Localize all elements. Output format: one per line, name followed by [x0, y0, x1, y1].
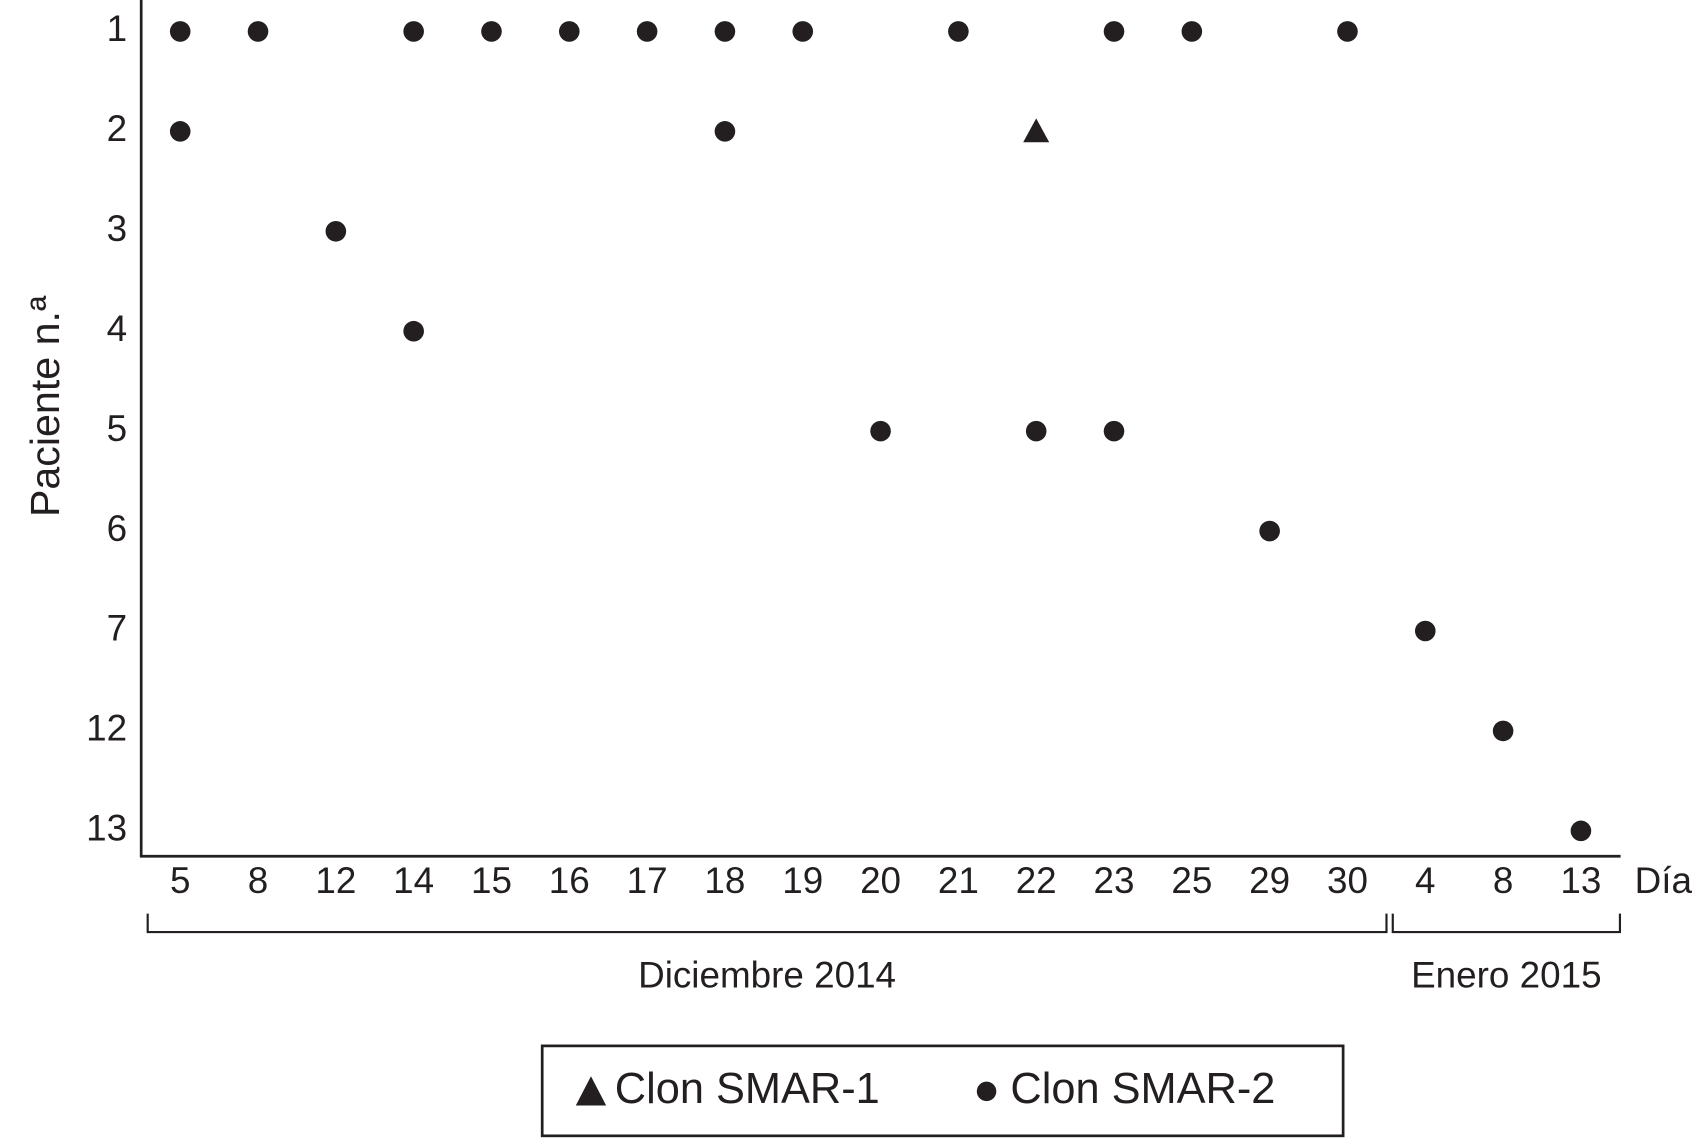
x-tick-label: 15: [471, 860, 512, 901]
month-label: Enero 2015: [1411, 954, 1601, 995]
y-axis-label: Paciente n.ª: [22, 295, 68, 517]
marker-circle: [1103, 420, 1125, 442]
marker-circle: [1025, 420, 1047, 442]
x-tick-label: 25: [1171, 860, 1212, 901]
marker-circle: [792, 21, 814, 42]
marker-circle: [714, 121, 736, 142]
y-tick-label: 4: [107, 308, 127, 349]
marker-circle: [1181, 21, 1203, 42]
x-tick-label: 12: [315, 860, 356, 901]
x-tick-label: 4: [1415, 860, 1435, 901]
legend-label: Clon SMAR-2: [1010, 1065, 1275, 1113]
marker-circle: [636, 21, 658, 42]
x-axis-label: Día: [1635, 860, 1693, 901]
x-tick-label: 5: [170, 860, 190, 901]
legend-marker: [575, 1076, 607, 1106]
x-tick-label: 14: [393, 860, 434, 901]
marker-circle: [714, 21, 736, 42]
marker-circle: [403, 320, 424, 342]
x-tick-label: 16: [549, 860, 590, 901]
marker-circle: [169, 21, 191, 42]
month-bracket: [1391, 913, 1622, 934]
marker-circle: [1492, 720, 1514, 742]
x-tick-label: 8: [1493, 860, 1513, 901]
x-tick-label: 18: [704, 860, 745, 901]
x-tick-label: 17: [627, 860, 668, 901]
marker-circle: [1103, 21, 1125, 42]
legend-marker: [976, 1081, 997, 1102]
x-tick-label: 13: [1560, 860, 1601, 901]
y-tick-label: 3: [107, 208, 127, 249]
marker-circle: [870, 420, 891, 442]
y-tick-label: 2: [107, 108, 127, 149]
x-tick-label: 29: [1249, 860, 1290, 901]
marker-circle: [1259, 520, 1280, 542]
month-label: Diciembre 2014: [638, 954, 896, 995]
month-bracket: [146, 913, 1388, 934]
x-tick-label: 22: [1016, 860, 1057, 901]
legend-label: Clon SMAR-1: [615, 1065, 880, 1113]
y-tick-label: 6: [107, 508, 127, 549]
marker-circle: [1570, 820, 1592, 842]
legend-box: [540, 1044, 1345, 1138]
y-tick-label: 5: [107, 408, 127, 449]
marker-circle: [948, 21, 969, 42]
marker-circle: [1414, 620, 1436, 642]
marker-triangle: [1023, 118, 1050, 143]
y-tick-label: 1: [107, 8, 127, 49]
y-tick-label: 7: [107, 608, 127, 649]
marker-circle: [169, 121, 191, 142]
marker-circle: [325, 220, 347, 242]
x-tick-label: 30: [1327, 860, 1368, 901]
marker-circle: [1337, 21, 1358, 42]
x-tick-label: 23: [1094, 860, 1135, 901]
x-tick-label: 20: [860, 860, 901, 901]
marker-circle: [247, 21, 269, 42]
marker-circle: [481, 21, 502, 42]
x-tick-label: 8: [248, 860, 268, 901]
marker-circle: [558, 21, 580, 42]
marker-circle: [403, 21, 424, 42]
x-tick-label: 21: [938, 860, 979, 901]
y-tick-label: 13: [86, 808, 127, 849]
y-tick-label: 12: [86, 708, 127, 749]
x-tick-label: 19: [782, 860, 823, 901]
